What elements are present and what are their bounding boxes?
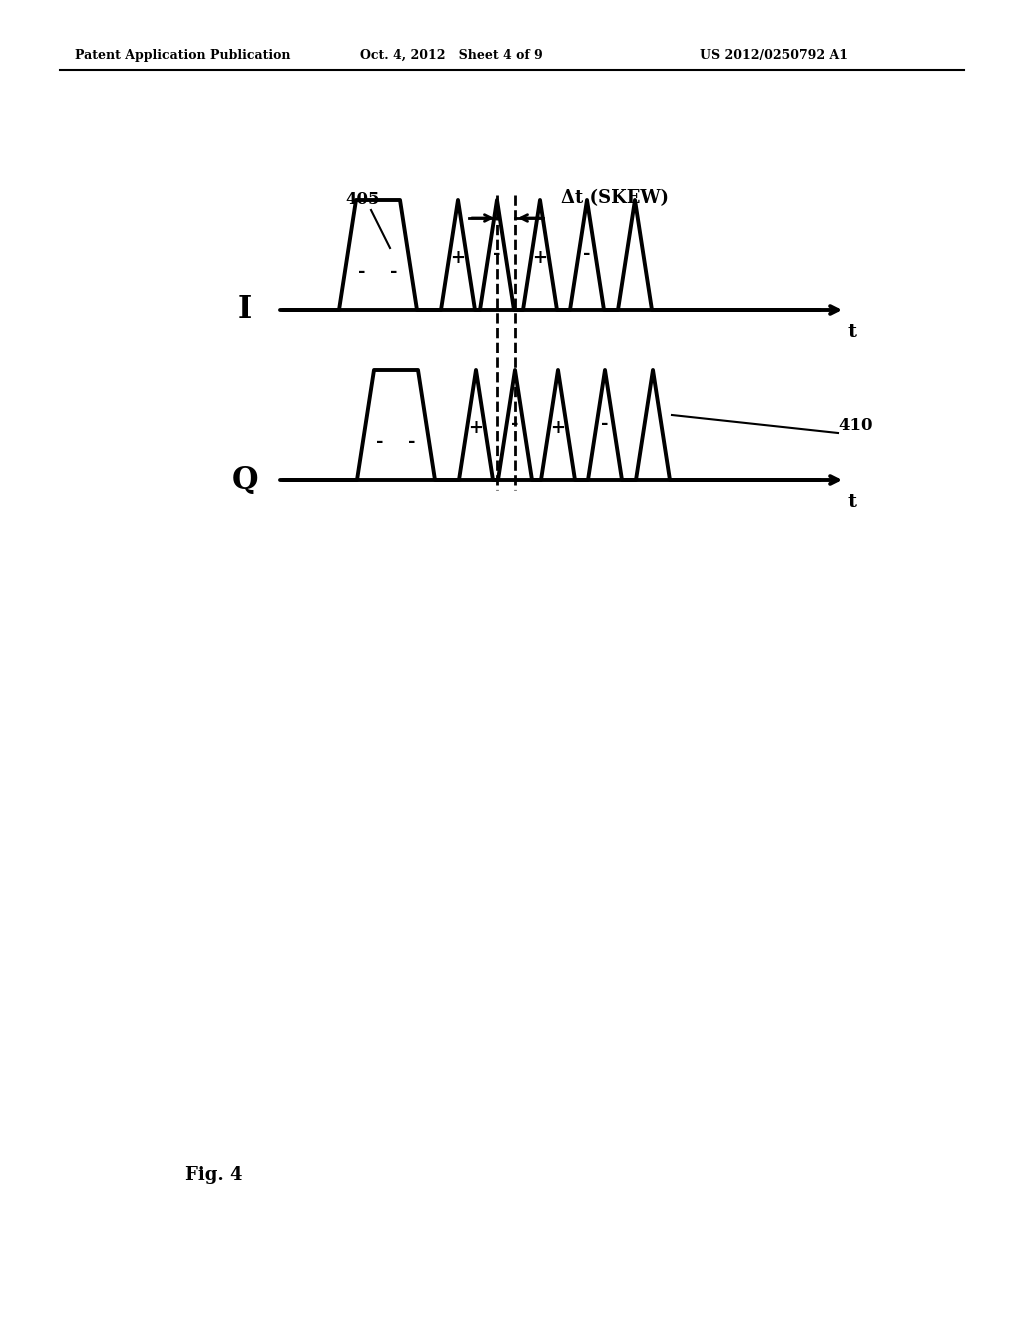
Text: 410: 410 [838, 417, 872, 433]
Text: -: - [584, 246, 591, 263]
Text: +: + [532, 249, 548, 267]
Text: -: - [390, 263, 397, 281]
Text: t: t [848, 323, 856, 341]
Text: I: I [238, 294, 252, 326]
Text: -: - [376, 433, 384, 451]
Text: +: + [451, 249, 466, 267]
Text: -: - [494, 246, 501, 263]
Text: -: - [511, 414, 519, 433]
Text: -: - [409, 433, 416, 451]
Text: Fig. 4: Fig. 4 [185, 1166, 243, 1184]
Text: Q: Q [231, 465, 258, 495]
Text: US 2012/0250792 A1: US 2012/0250792 A1 [700, 49, 848, 62]
Text: Oct. 4, 2012   Sheet 4 of 9: Oct. 4, 2012 Sheet 4 of 9 [360, 49, 543, 62]
Text: -: - [601, 414, 608, 433]
Text: +: + [551, 418, 565, 437]
Text: 405: 405 [346, 191, 380, 209]
Text: t: t [848, 492, 856, 511]
Text: Patent Application Publication: Patent Application Publication [75, 49, 291, 62]
Text: Δt (SKEW): Δt (SKEW) [561, 189, 669, 207]
Text: +: + [469, 418, 483, 437]
Text: -: - [358, 263, 366, 281]
